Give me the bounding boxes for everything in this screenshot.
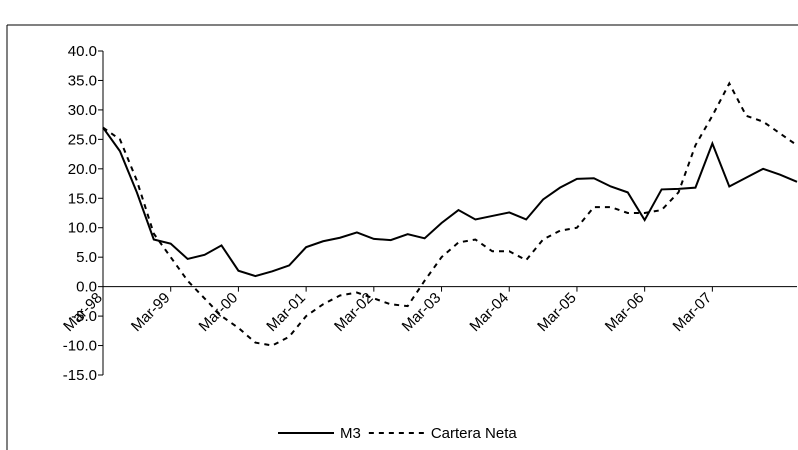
x-tick-label: Mar-03 (399, 289, 445, 335)
y-tick-label: 15.0 (68, 190, 97, 207)
x-tick-label: Mar-98 (60, 289, 106, 335)
x-tick-label: Mar-99 (128, 289, 174, 335)
y-tick-label: 40.0 (68, 43, 97, 60)
series-line (102, 126, 798, 278)
legend-label: M3 (340, 425, 361, 442)
y-tick-label: -5.0 (71, 308, 97, 325)
x-tick-label: Mar-05 (534, 289, 580, 335)
series-line (102, 81, 798, 347)
y-tick-label: 5.0 (76, 249, 97, 266)
y-tick-label: 10.0 (68, 220, 97, 237)
x-tick-label: Mar-07 (670, 289, 716, 335)
x-tick-label: Mar-01 (263, 289, 309, 335)
y-tick-label: 35.0 (68, 72, 97, 89)
x-tick-label: Mar-06 (602, 289, 648, 335)
y-tick-label: -10.0 (63, 338, 97, 355)
legend-label: Cartera Neta (431, 425, 518, 442)
y-tick-label: 30.0 (68, 102, 97, 119)
y-tick-label: 20.0 (68, 161, 97, 178)
y-tick-label: -15.0 (63, 367, 97, 384)
y-tick-label: 0.0 (76, 279, 97, 296)
x-tick-label: Mar-04 (466, 289, 512, 335)
y-tick-label: 25.0 (68, 131, 97, 148)
